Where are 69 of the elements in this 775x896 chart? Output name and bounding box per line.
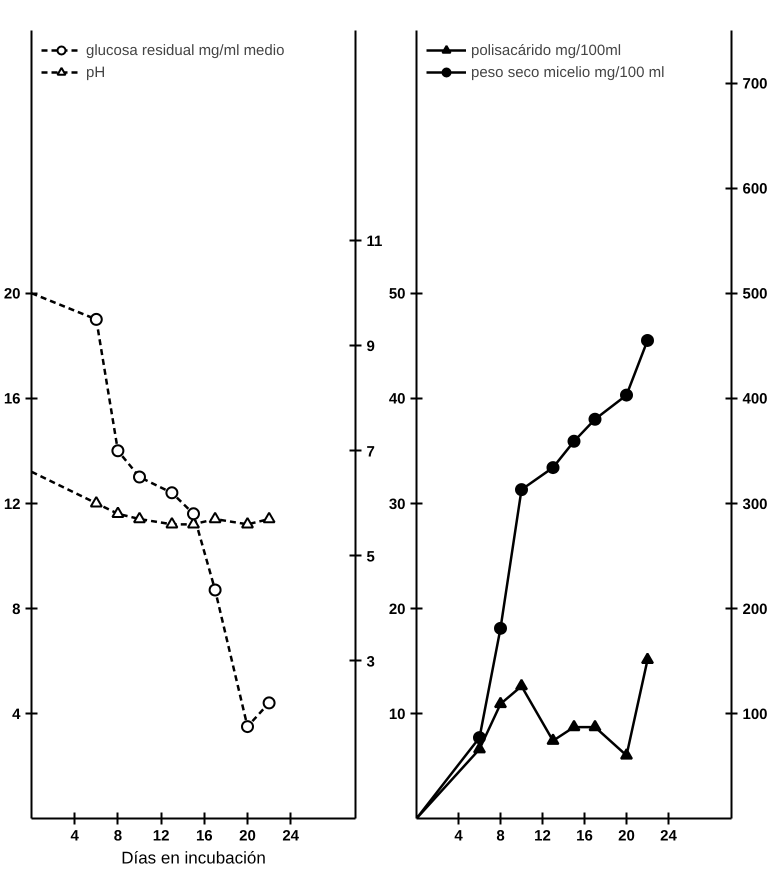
y-tick-label: 4 xyxy=(12,706,22,723)
point xyxy=(588,720,602,732)
x-axis-title: Días en incubación xyxy=(121,848,266,868)
y2-tick-label: 3 xyxy=(366,653,375,670)
point xyxy=(620,748,633,760)
point xyxy=(641,334,654,347)
x-tick-label: 20 xyxy=(618,828,635,844)
point xyxy=(165,486,178,500)
point xyxy=(473,731,486,744)
point xyxy=(641,652,654,664)
y-tick-label: 40 xyxy=(388,390,406,408)
point xyxy=(133,512,146,524)
point xyxy=(494,696,507,708)
point xyxy=(620,388,633,402)
y-tick-label: 10 xyxy=(388,706,406,723)
y-tick-label: 8 xyxy=(12,600,20,618)
y2-tick-label: 600 xyxy=(742,180,768,198)
point xyxy=(187,507,200,520)
point xyxy=(208,583,222,596)
y2-tick-label: 300 xyxy=(742,496,768,513)
y2-tick-label: 9 xyxy=(366,338,375,356)
point xyxy=(111,444,124,458)
point xyxy=(546,733,560,745)
point xyxy=(262,696,276,710)
point xyxy=(241,516,254,528)
point xyxy=(133,470,146,484)
y-tick-label: 12 xyxy=(4,496,21,513)
point xyxy=(568,720,580,732)
x-tick-label: 16 xyxy=(576,828,593,844)
point xyxy=(494,622,507,635)
x-tick-label: 20 xyxy=(239,828,256,844)
point xyxy=(588,412,602,426)
x-tick-label: 12 xyxy=(152,828,170,844)
y-tick-label: 16 xyxy=(4,390,21,408)
y2-tick-label: 400 xyxy=(742,390,768,408)
y2-tick-label: 500 xyxy=(742,286,768,303)
x-tick-label: 8 xyxy=(496,828,505,844)
point xyxy=(568,434,580,448)
y-tick-label: 20 xyxy=(4,286,21,303)
y2-tick-label: 5 xyxy=(366,548,375,566)
y2-tick-label: 700 xyxy=(742,76,768,93)
point xyxy=(241,720,254,734)
legend-label: peso seco micelio mg/100 ml xyxy=(471,64,664,80)
y2-tick-label: 7 xyxy=(366,443,375,460)
point xyxy=(515,678,528,690)
point xyxy=(90,312,103,326)
legend-label: polisacárido mg/100ml xyxy=(471,42,622,58)
x-tick-label: 12 xyxy=(534,828,551,844)
y2-tick-label: 100 xyxy=(742,706,768,723)
x-tick-label: 24 xyxy=(660,828,678,844)
y-tick-label: 20 xyxy=(388,600,406,618)
point xyxy=(546,461,560,474)
point xyxy=(111,506,124,518)
x-tick-label: 4 xyxy=(454,828,464,844)
legend-label: pH xyxy=(86,64,106,80)
x-tick-label: 16 xyxy=(196,828,213,844)
y-tick-label: 50 xyxy=(388,286,406,303)
y-tick-label: 30 xyxy=(388,496,406,513)
y2-tick-label: 200 xyxy=(742,600,768,618)
point xyxy=(515,483,528,496)
point xyxy=(90,496,103,508)
legend-label: glucosa residual mg/ml medio xyxy=(86,42,284,58)
point xyxy=(165,516,178,528)
x-tick-label: 24 xyxy=(282,828,300,844)
point xyxy=(208,512,222,524)
point xyxy=(262,512,276,524)
x-tick-label: 4 xyxy=(70,828,80,844)
x-tick-label: 8 xyxy=(114,828,122,844)
y2-tick-label: 11 xyxy=(366,233,382,250)
